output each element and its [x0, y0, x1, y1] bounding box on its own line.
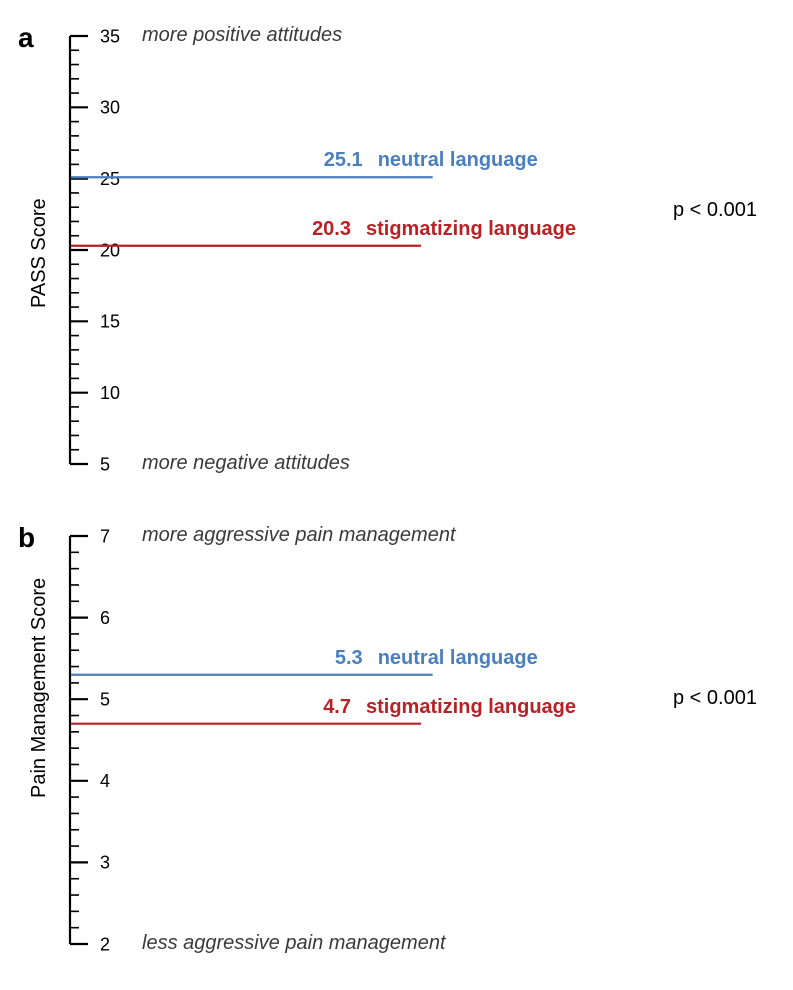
series-value: 25.1: [303, 149, 363, 172]
y-tick-label: 5: [100, 454, 110, 474]
series-value: 20.3: [291, 218, 351, 241]
y-tick-label: 10: [100, 383, 120, 403]
series-label: neutral language: [378, 149, 538, 172]
top-annotation: more positive attitudes: [142, 24, 342, 47]
top-annotation: more aggressive pain management: [142, 524, 456, 547]
series-value: 5.3: [303, 647, 363, 670]
series-label: stigmatizing language: [366, 696, 576, 719]
plot-svg: 2 3 4 5 6 7: [0, 520, 793, 960]
y-tick-label: 4: [100, 771, 110, 791]
y-tick-label: 7: [100, 526, 110, 546]
p-value: p < 0.001: [673, 687, 757, 710]
series-label: stigmatizing language: [366, 218, 576, 241]
p-value: p < 0.001: [673, 199, 757, 222]
figure-root: aPASS Score5101520253035more positive at…: [0, 0, 793, 990]
y-tick-label: 5: [100, 690, 110, 710]
y-tick-label: 3: [100, 853, 110, 873]
panel_b-panel: b Pain Management Score 2 3 4 5 6 7 more aggress…: [0, 520, 793, 960]
bottom-annotation: more negative attitudes: [142, 452, 350, 475]
y-tick-label: 30: [100, 98, 120, 118]
panel_a-panel: a PASS Score 5 10 15 20 25 30 35 more positive at…: [0, 20, 793, 480]
y-axis-label: PASS Score: [28, 198, 51, 308]
y-tick-label: 15: [100, 312, 120, 332]
y-tick-label: 25: [100, 169, 120, 189]
y-tick-label: 20: [100, 240, 120, 260]
y-tick-label: 35: [100, 26, 120, 46]
series-value: 4.7: [291, 696, 351, 719]
series-label: neutral language: [378, 647, 538, 670]
y-tick-label: 2: [100, 934, 110, 954]
panel-label: a: [18, 22, 34, 54]
y-tick-label: 6: [100, 608, 110, 628]
y-axis-label: Pain Management Score: [28, 578, 51, 798]
panel-label: b: [18, 522, 35, 554]
plot-svg: 5 10 15 20 25 30 35: [0, 20, 793, 480]
bottom-annotation: less aggressive pain management: [142, 932, 446, 955]
